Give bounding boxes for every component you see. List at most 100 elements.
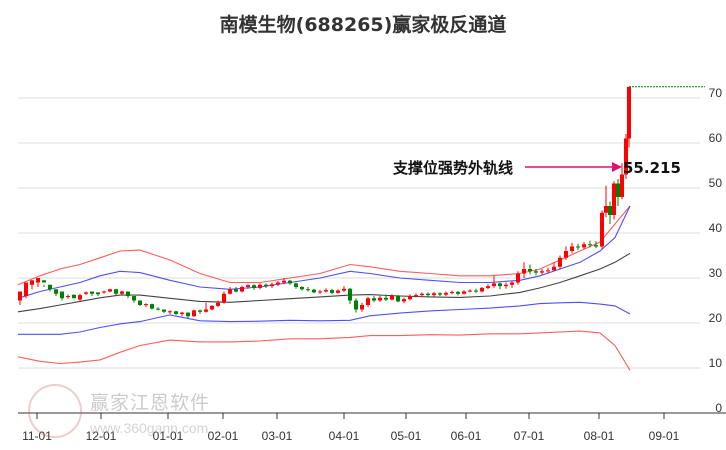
candle-body	[252, 285, 256, 288]
x-tick-label: 06-01	[451, 429, 482, 443]
candle-body	[114, 289, 118, 294]
candle-body	[204, 309, 208, 312]
candle-body	[162, 309, 166, 312]
candle-body	[627, 86, 631, 139]
candle-body	[564, 251, 568, 258]
candle-body	[282, 280, 286, 283]
candle-body	[108, 289, 112, 292]
band-inner-lower	[18, 301, 631, 335]
candle-body	[616, 183, 620, 197]
candle-body	[432, 293, 436, 296]
arrow-icon	[612, 162, 622, 172]
candle-body	[66, 296, 70, 297]
x-axis: 11-01 12-01 01-01 02-01 03-01 04-01 05-01 06-01…	[18, 412, 726, 443]
candle-body	[468, 290, 472, 292]
candle-body	[604, 206, 608, 213]
y-tick-label: 40	[709, 221, 723, 235]
y-tick-label: 20	[709, 311, 723, 325]
candle-body	[420, 293, 424, 296]
candle-body	[318, 291, 322, 293]
y-tick-label: 30	[709, 266, 723, 280]
candle-body	[414, 295, 418, 297]
x-tick-label: 04-01	[329, 429, 360, 443]
x-tick-label: 07-01	[514, 429, 545, 443]
candle-body	[156, 308, 160, 310]
candle-body	[30, 280, 34, 285]
candle-body	[540, 271, 544, 273]
candle-body	[138, 300, 142, 305]
candle-body	[330, 290, 334, 293]
candle-body	[408, 296, 412, 300]
x-tick-label: 05-01	[391, 429, 422, 443]
candle-body	[348, 288, 352, 301]
candle-body	[150, 304, 154, 309]
candle-body	[234, 289, 238, 292]
candle-body	[306, 289, 310, 291]
candle-body	[450, 291, 454, 293]
candle-body	[360, 305, 364, 310]
candle-body	[42, 280, 46, 283]
candle-body	[558, 257, 562, 267]
candle-body	[84, 292, 88, 294]
candle-body	[456, 291, 460, 294]
candle-body	[228, 289, 232, 294]
candle-body	[510, 282, 514, 285]
candle-body	[546, 270, 550, 272]
chart-title: 南模生物(688265)赢家极反通道	[219, 14, 507, 36]
channel-bands	[17, 205, 631, 371]
y-tick-label: 50	[709, 176, 723, 190]
candle-body	[96, 292, 100, 295]
candle-body	[342, 288, 346, 291]
band-outer-upper	[17, 205, 631, 286]
candle-body	[486, 286, 490, 288]
x-tick-label: 01-01	[153, 429, 184, 443]
candle-body	[624, 138, 628, 175]
candle-body	[390, 296, 394, 300]
candle-body	[300, 287, 304, 290]
candle-body	[372, 298, 376, 301]
candle-body	[132, 296, 136, 301]
candle-body	[498, 283, 502, 287]
candle-body	[516, 273, 520, 283]
x-tick-label: 09-01	[649, 429, 680, 443]
y-tick-label: 0	[715, 401, 722, 415]
candle-body	[612, 183, 616, 215]
candle-body	[608, 206, 612, 215]
x-tick-label: 02-01	[208, 429, 239, 443]
candle-body	[54, 289, 58, 294]
candle-body	[60, 291, 64, 299]
candle-body	[492, 283, 496, 287]
candle-body	[396, 296, 400, 302]
candle-body	[18, 291, 22, 301]
candle-body	[402, 299, 406, 302]
candle-body	[222, 293, 226, 303]
band-outer-lower	[17, 330, 631, 371]
candle-body	[120, 291, 124, 294]
candle-body	[480, 287, 484, 292]
candle-body	[24, 282, 28, 296]
annotation-value: 55.215	[623, 159, 681, 177]
candle-body	[72, 294, 76, 299]
candle-body	[444, 292, 448, 295]
grid-lines	[18, 97, 700, 369]
candle-body	[324, 290, 328, 292]
candle-body	[264, 284, 268, 287]
candle-body	[336, 290, 340, 293]
candle-body	[384, 297, 388, 300]
y-axis: 0 10 20 30 40 50 60 70	[709, 86, 723, 415]
candle-body	[534, 271, 538, 273]
candle-body	[240, 287, 244, 292]
candle-body	[198, 310, 202, 312]
candle-body	[168, 311, 172, 313]
candle-body	[174, 311, 178, 314]
candle-body	[438, 293, 442, 295]
candle-body	[288, 280, 292, 284]
support-annotation: 支撑位强势外轨线 55.215	[392, 159, 681, 177]
candle-body	[36, 278, 40, 283]
candle-body	[522, 269, 526, 274]
candle-body	[126, 291, 130, 296]
candle-body	[582, 244, 586, 248]
candle-body	[552, 266, 556, 271]
band-mid	[17, 252, 631, 313]
